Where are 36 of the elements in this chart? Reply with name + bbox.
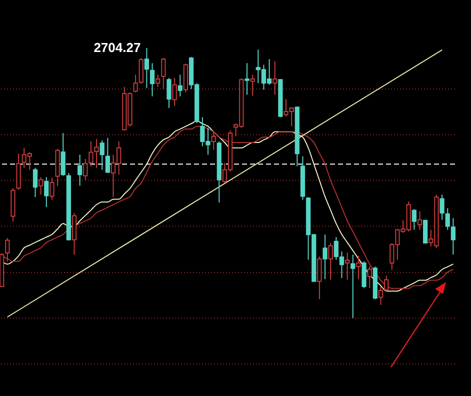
candlestick [440, 194, 444, 220]
candlestick [384, 275, 389, 292]
candlestick [412, 208, 416, 230]
candlestick [417, 210, 422, 230]
candlestick [38, 176, 44, 196]
candlestick [50, 177, 54, 200]
candlestick [328, 242, 333, 280]
candlestick [105, 137, 110, 174]
candlestick [161, 57, 166, 90]
candlestick [345, 252, 350, 280]
candlestick [44, 176, 49, 208]
candlestick [32, 167, 38, 198]
candlestick [250, 74, 255, 96]
candlestick [423, 219, 428, 244]
candlestick [367, 266, 372, 289]
candlestick [94, 138, 99, 168]
candlestick [272, 60, 278, 96]
candlestick [5, 238, 10, 262]
candlestick [356, 255, 361, 280]
candlestick [150, 62, 155, 97]
candlestick [144, 48, 150, 88]
candlestick [362, 260, 366, 289]
annotation: 2704.27 [94, 40, 141, 55]
candlestick [178, 74, 182, 97]
candlestick [378, 286, 384, 306]
candlestick [156, 74, 160, 88]
candlestick [100, 140, 104, 170]
candlestick [172, 77, 177, 106]
candlestick [60, 132, 66, 176]
candlestick [78, 154, 82, 186]
candlestick [322, 234, 328, 280]
candlestick [166, 77, 172, 108]
candlestick [350, 254, 356, 319]
candlestick [211, 130, 216, 150]
candlestick [244, 62, 250, 96]
candlestick [317, 256, 322, 300]
